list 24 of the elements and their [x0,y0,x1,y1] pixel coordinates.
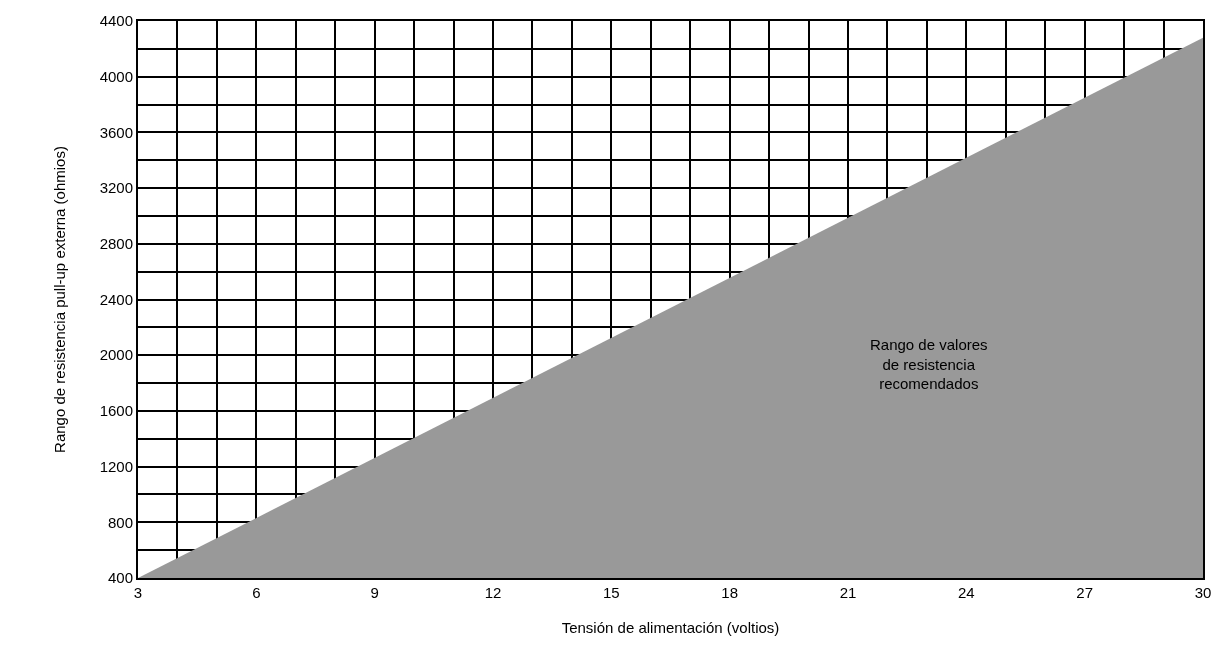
x-tick-label: 3 [133,584,143,601]
y-tick-label: 2000 [99,346,133,364]
y-tick-label: 3600 [99,123,133,141]
x-tick-label: 30 [1194,584,1212,601]
y-axis-title: Rango de resistencia pull-up externa (ohmios) [51,146,69,453]
x-tick-label: 9 [370,584,379,601]
y-tick-label: 2800 [99,235,133,253]
y-tick-label: 1600 [99,402,133,420]
x-tick-label: 15 [602,584,620,601]
x-tick-label: 24 [957,584,975,601]
x-axis-title: Tensión de alimentación (voltios) [561,618,780,636]
y-tick-label: 1200 [99,457,133,475]
x-tick-label: 21 [839,584,857,601]
x-tick-label: 6 [252,584,261,601]
y-tick-label: 400 [107,569,133,587]
y-tick-label: 2400 [99,290,133,308]
y-tick-label: 4400 [99,12,133,30]
x-tick-label: 12 [484,584,502,601]
y-tick-label: 3200 [99,179,133,197]
y-tick-label: 800 [107,513,133,531]
annotation: Rango de valores de resistencia recomendados [870,336,988,392]
x-tick-label: 18 [721,584,739,601]
y-tick-label: 4000 [99,67,133,85]
x-tick-label: 27 [1076,584,1094,601]
